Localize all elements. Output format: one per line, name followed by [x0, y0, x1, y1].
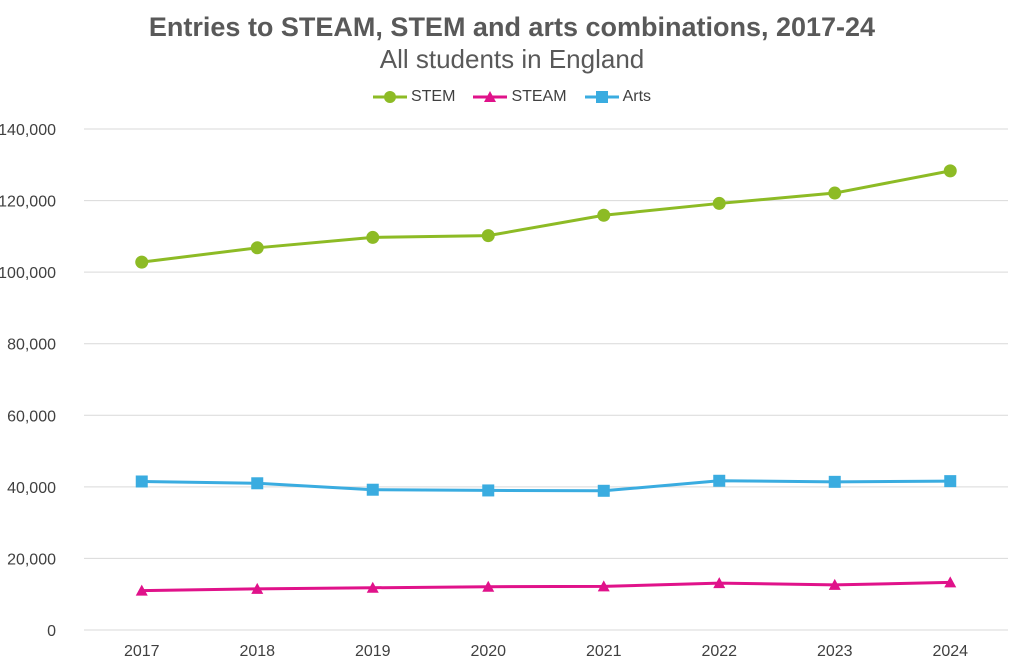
x-tick-label: 2019	[355, 643, 391, 660]
data-point-stem	[828, 186, 842, 200]
data-point-steam	[482, 580, 495, 592]
legend-item-steam: STEAM	[473, 88, 567, 106]
data-point-arts	[251, 477, 264, 490]
y-tick-label: 140,000	[0, 122, 56, 139]
data-point-stem	[597, 208, 611, 222]
series-line-stem	[141, 169, 951, 264]
data-point-steam	[944, 576, 957, 588]
x-tick-label: 2018	[239, 643, 275, 660]
y-tick-label: 120,000	[0, 194, 56, 211]
data-point-stem	[135, 255, 149, 269]
data-point-stem	[481, 229, 495, 243]
data-point-steam	[366, 581, 379, 593]
x-tick-label: 2024	[932, 643, 968, 660]
legend-marker-stem	[372, 91, 407, 103]
data-point-stem	[943, 164, 957, 178]
data-point-arts	[828, 475, 841, 488]
data-point-stem	[366, 230, 380, 244]
x-tick-label: 2023	[817, 643, 853, 660]
legend-label-stem: STEM	[410, 88, 456, 105]
x-tick-label: 2021	[586, 643, 622, 660]
data-point-stem	[712, 196, 726, 210]
data-point-steam	[713, 577, 726, 589]
x-tick-label: 2017	[124, 643, 160, 660]
data-point-steam	[135, 584, 148, 596]
legend-label-steam: STEAM	[511, 88, 567, 105]
series-line-arts	[141, 479, 951, 493]
chart-title: Entries to STEAM, STEM and arts combinat…	[148, 12, 876, 42]
legend-marker-steam	[473, 91, 508, 102]
y-tick-label: 40,000	[7, 480, 56, 497]
data-point-steam	[251, 582, 264, 594]
y-tick-label: 60,000	[7, 408, 56, 425]
chart-subtitle: All students in England	[379, 44, 645, 74]
data-point-arts	[366, 483, 379, 496]
legend-item-stem: STEM	[372, 88, 456, 106]
data-point-arts	[713, 474, 726, 487]
data-point-arts	[482, 484, 495, 497]
y-tick-label: 0	[47, 623, 56, 640]
data-point-stem	[250, 241, 264, 255]
data-point-steam	[597, 580, 610, 592]
data-point-arts	[135, 475, 148, 488]
x-tick-label: 2022	[701, 643, 737, 660]
legend-marker-arts	[584, 91, 619, 103]
legend-item-arts: Arts	[584, 88, 652, 106]
data-point-arts	[597, 484, 610, 497]
legend-label-arts: Arts	[622, 88, 652, 105]
data-point-steam	[828, 578, 841, 590]
y-tick-label: 80,000	[7, 337, 56, 354]
data-point-arts	[944, 475, 957, 488]
legend: STEM STEAM Arts	[0, 88, 1024, 106]
y-tick-label: 20,000	[7, 551, 56, 568]
x-tick-label: 2020	[470, 643, 506, 660]
series-line-steam	[141, 580, 951, 593]
y-tick-label: 100,000	[0, 265, 56, 282]
